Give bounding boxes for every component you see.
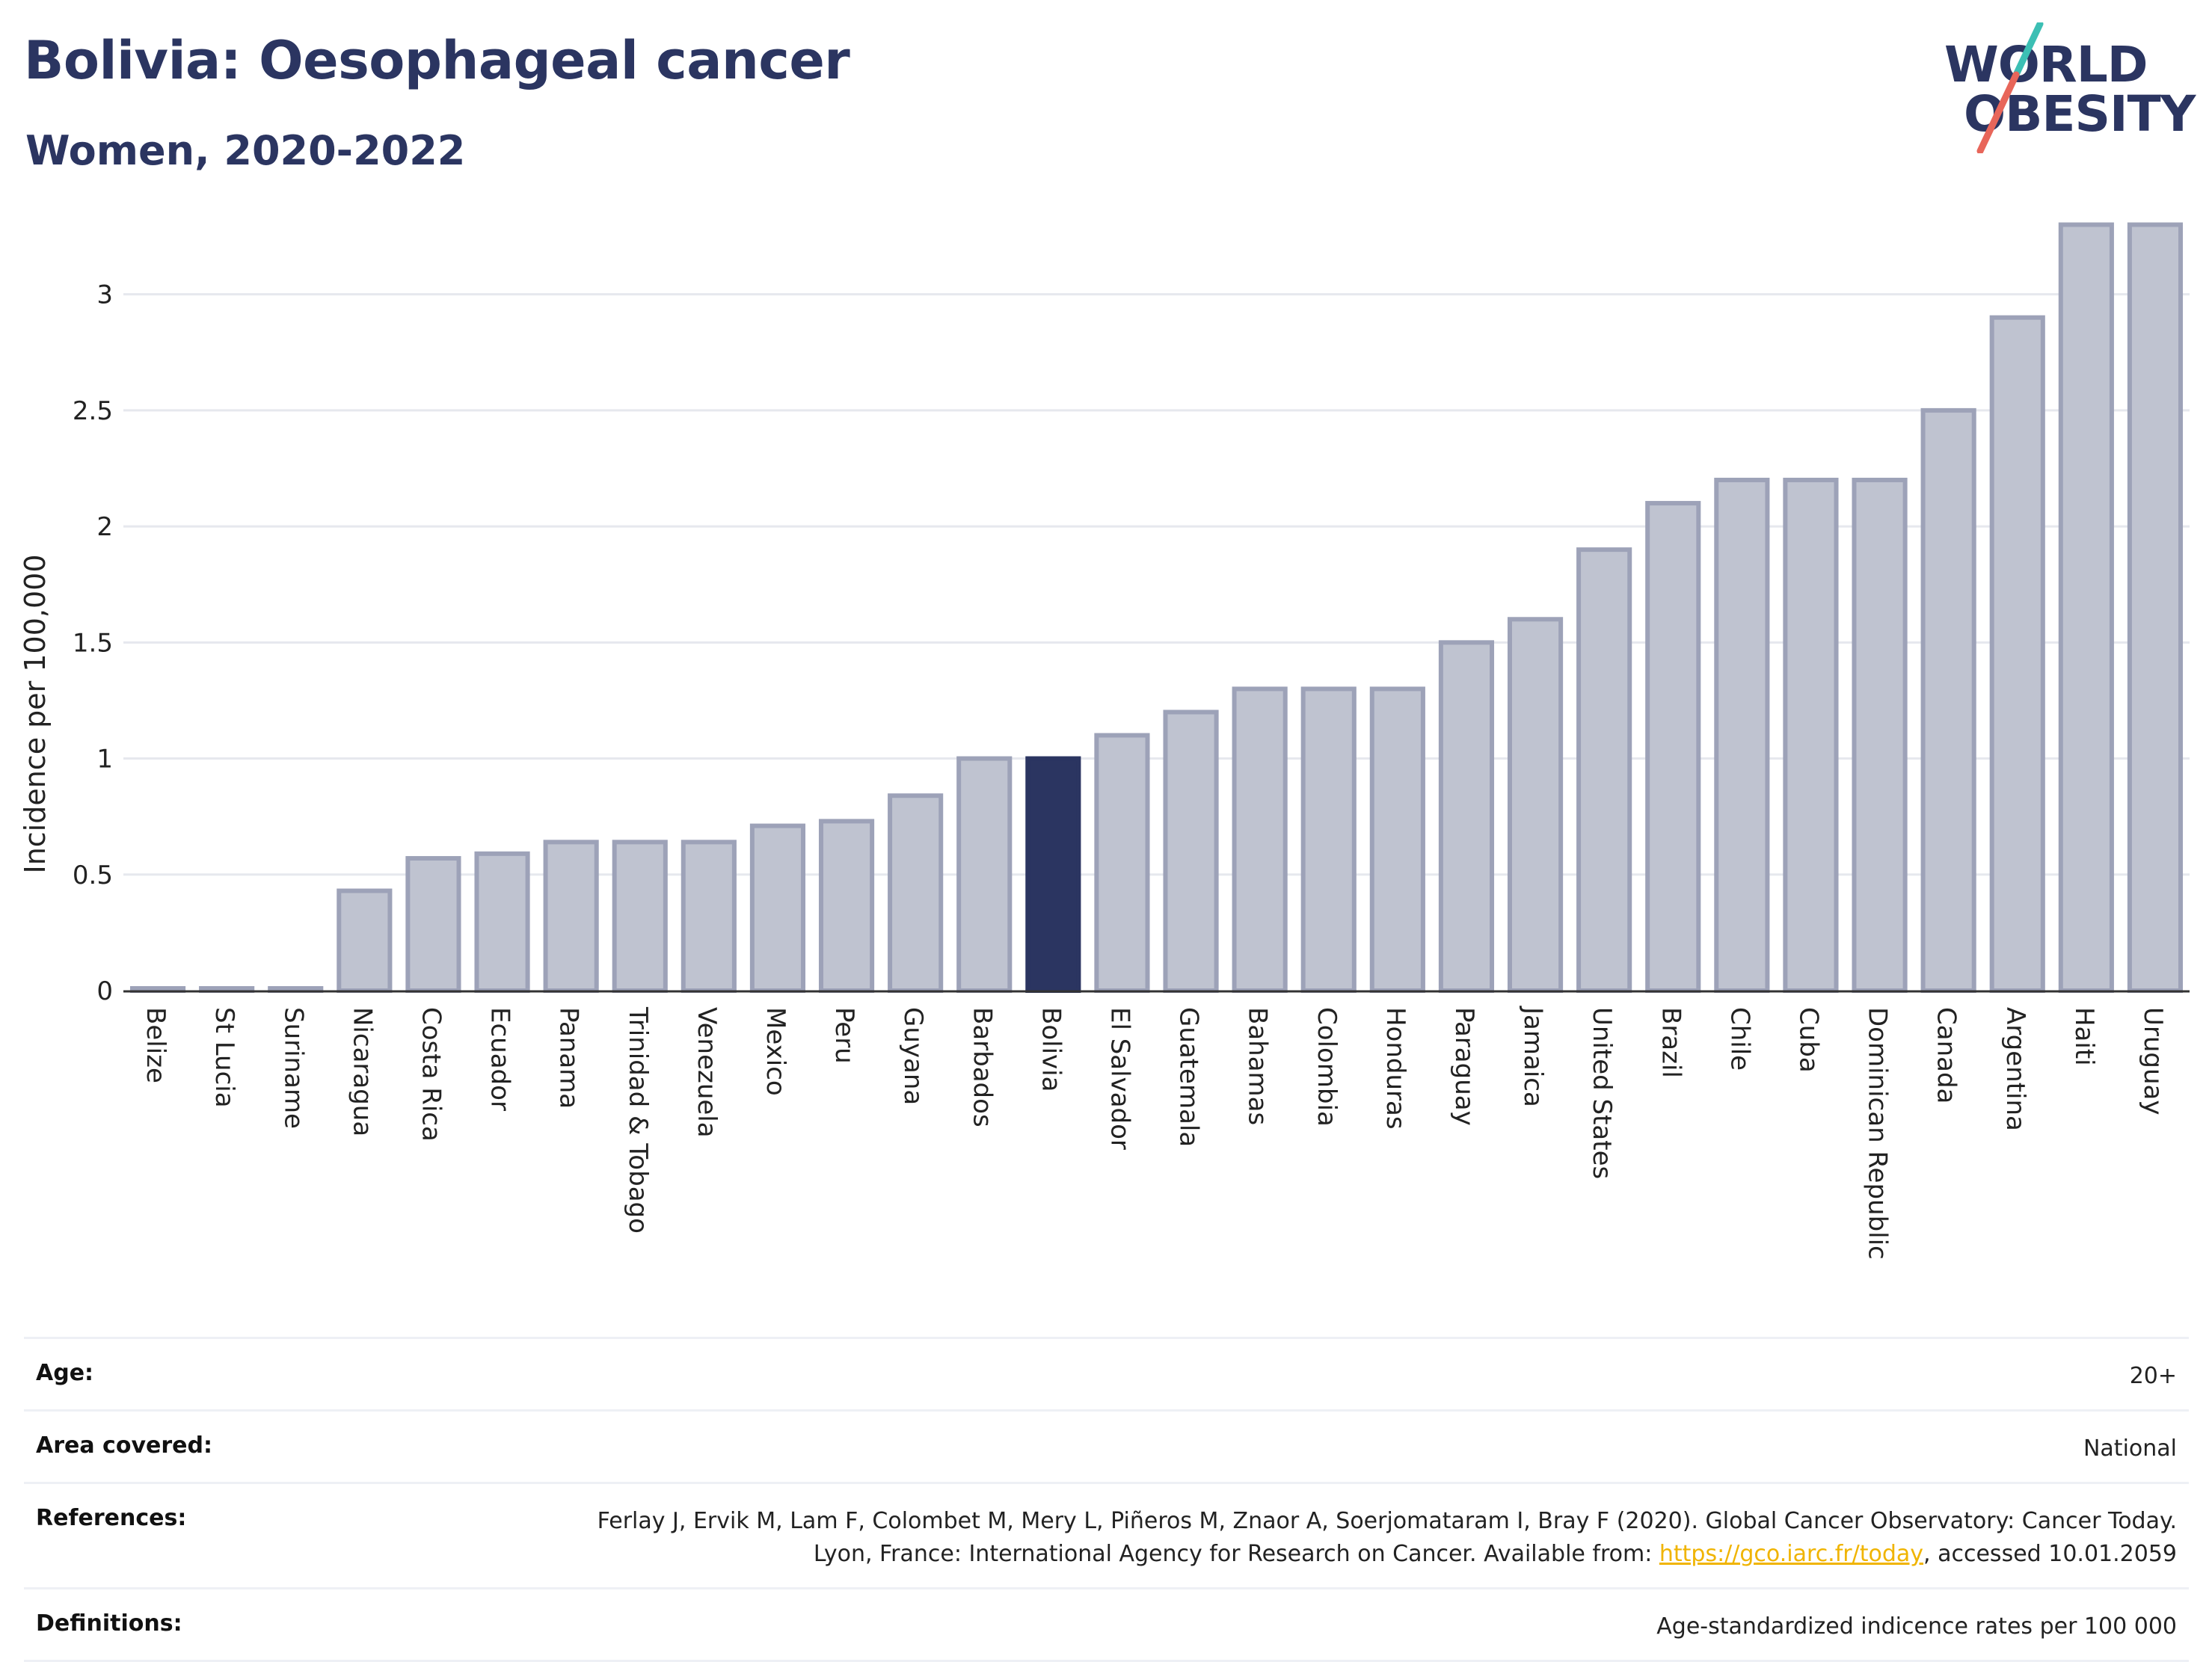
x-tick-label: Peru	[829, 1007, 859, 1064]
chart-title: Bolivia: Oesophageal cancer	[24, 30, 850, 91]
bar	[1094, 733, 1150, 993]
x-tick-label: Brazil	[1656, 1007, 1686, 1078]
bar	[543, 840, 599, 993]
x-tick-label: Panama	[554, 1007, 584, 1109]
y-tick-label: 2	[96, 512, 113, 542]
x-tick-label: Venezuela	[692, 1007, 722, 1138]
age-key: Age:	[36, 1360, 94, 1386]
y-tick-label: 0	[96, 976, 113, 1006]
bar	[2127, 222, 2184, 994]
x-tick-label: Barbados	[967, 1007, 997, 1127]
x-tick-label: Honduras	[1380, 1007, 1410, 1130]
x-tick-label: El Salvador	[1105, 1007, 1134, 1150]
bar	[1369, 686, 1425, 993]
x-tick-label: Guatemala	[1174, 1007, 1204, 1147]
chart-subtitle: Women, 2020-2022	[25, 127, 466, 174]
x-tick-label: Guyana	[898, 1007, 928, 1105]
references-key: References:	[36, 1505, 187, 1531]
bar	[1989, 315, 2045, 994]
bar-chart: 0 0.5 1 1.5 2 2.5 3 Belize St Lucia Suriname Nica…	[19, 222, 2190, 1260]
bar	[1438, 640, 1495, 993]
definitions-key: Definitions:	[36, 1610, 182, 1637]
x-tick-label: Paraguay	[1449, 1007, 1479, 1126]
x-tick-label: Argentina	[2000, 1007, 2030, 1131]
x-tick-label: Mexico	[761, 1007, 790, 1096]
bar	[2058, 222, 2114, 994]
x-tick-label: Ecuador	[485, 1007, 515, 1111]
x-tick-label: Jamaica	[1518, 1006, 1548, 1107]
bar	[1507, 617, 1564, 993]
bar-highlighted	[1025, 756, 1081, 993]
x-tick-label: Chile	[1724, 1007, 1754, 1071]
bar	[1920, 407, 1976, 993]
info-table: Age: 20+ Area covered: National Referenc…	[24, 1337, 2189, 1662]
info-row-age: Age: 20+	[24, 1337, 2189, 1409]
bar	[1163, 710, 1219, 994]
bar	[612, 840, 668, 993]
info-row-references: References: Ferlay J, Ervik M, Lam F, Co…	[24, 1482, 2189, 1587]
bar	[405, 856, 461, 994]
references-text-1: Ferlay J, Ervik M, Lam F, Colombet M, Me…	[597, 1508, 2177, 1567]
bar	[1232, 686, 1288, 993]
bar	[474, 851, 530, 993]
bar	[681, 840, 737, 993]
x-tick-label: Suriname	[278, 1007, 308, 1129]
area-value: National	[2083, 1435, 2177, 1462]
gridlines	[123, 293, 2190, 876]
y-tick-label: 2.5	[73, 396, 113, 426]
bar	[749, 823, 806, 993]
y-tick-label: 1.5	[73, 628, 113, 658]
bar	[956, 756, 1013, 993]
y-tick-label: 3	[96, 280, 113, 310]
y-axis-ticks: 0 0.5 1 1.5 2 2.5 3	[73, 280, 113, 1006]
area-key: Area covered:	[36, 1432, 212, 1459]
bar	[337, 888, 393, 993]
bar	[1852, 478, 1908, 993]
x-tick-label: Haiti	[2069, 1007, 2099, 1066]
x-axis-labels: Belize St Lucia Suriname Nicaragua Costa Ric…	[141, 1006, 2168, 1260]
x-tick-label: Colombia	[1312, 1007, 1342, 1127]
bar	[1576, 547, 1632, 994]
x-tick-label: Uruguay	[2138, 1007, 2168, 1115]
bar	[888, 793, 944, 993]
references-text-2: , accessed 10.01.2059	[1923, 1541, 2177, 1567]
age-value: 20+	[2129, 1363, 2177, 1389]
bar	[1645, 501, 1701, 993]
x-tick-label: United States	[1587, 1007, 1617, 1179]
definitions-value: Age-standardized indicence rates per 100…	[1656, 1613, 2177, 1640]
bars	[129, 222, 2184, 994]
x-tick-label: Dominican Republic	[1863, 1007, 1893, 1260]
bar	[1714, 478, 1770, 993]
references-link[interactable]: https://gco.iarc.fr/today	[1659, 1541, 1924, 1567]
x-tick-label: Bolivia	[1036, 1007, 1066, 1092]
y-axis-title: Incidence per 100,000	[19, 554, 52, 873]
x-tick-label: Cuba	[1793, 1007, 1823, 1073]
logo-slash-icon	[1976, 22, 2044, 153]
bar	[818, 819, 875, 993]
x-tick-label: Canada	[1932, 1007, 1961, 1104]
x-tick-label: Trinidad & Tobago	[623, 1006, 653, 1234]
x-tick-label: Belize	[141, 1007, 170, 1083]
y-tick-label: 0.5	[73, 861, 113, 890]
bar	[1783, 478, 1839, 993]
y-tick-label: 1	[96, 745, 113, 775]
logo-word-1: WORLD	[1944, 36, 2148, 93]
info-row-area: Area covered: National	[24, 1409, 2189, 1482]
x-tick-label: St Lucia	[209, 1007, 239, 1108]
x-tick-label: Bahamas	[1243, 1007, 1273, 1125]
info-row-definitions: Definitions: Age-standardized indicence …	[24, 1587, 2189, 1662]
bar	[1300, 686, 1357, 993]
x-tick-label: Nicaragua	[347, 1007, 377, 1136]
x-tick-label: Costa Rica	[416, 1007, 446, 1142]
references-value: Ferlay J, Ervik M, Lam F, Colombet M, Me…	[547, 1505, 2177, 1571]
world-obesity-logo: WORLD OBESITY	[1944, 22, 2196, 153]
